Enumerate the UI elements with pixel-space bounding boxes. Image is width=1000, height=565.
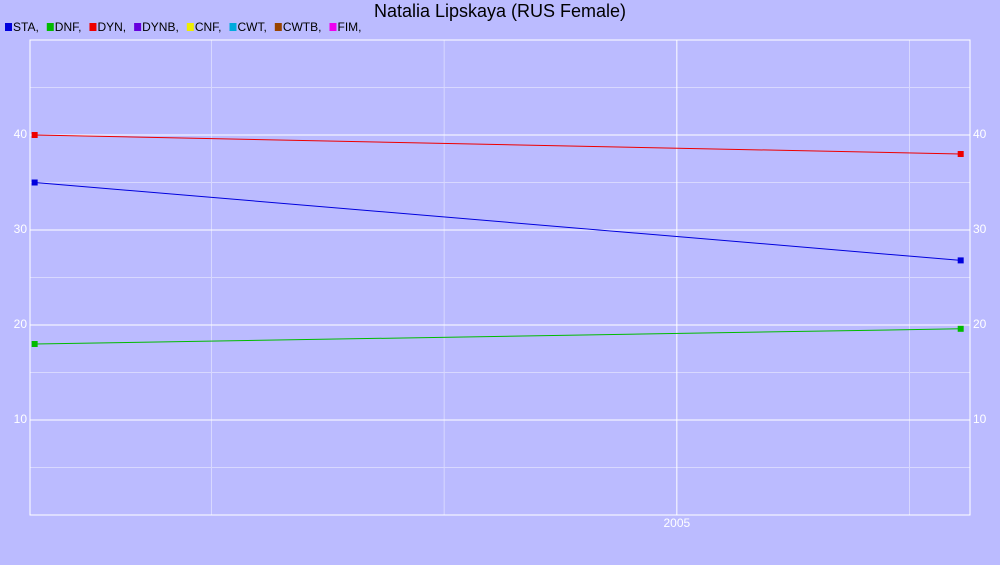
plot-border <box>29 39 971 516</box>
data-point <box>957 325 964 332</box>
y2-tick-label: 30 <box>973 222 987 236</box>
y2-tick-label: 40 <box>973 127 987 141</box>
legend-label: DYN, <box>97 20 126 34</box>
y-tick-label: 10 <box>14 412 28 426</box>
series-line <box>34 328 961 345</box>
legend-label: FIM, <box>337 20 361 34</box>
y-tick-label: 20 <box>14 317 28 331</box>
chart-title: Natalia Lipskaya (RUS Female) <box>374 1 626 21</box>
y-tick-label: 30 <box>14 222 28 236</box>
legend-label: CWT, <box>237 20 266 34</box>
legend-label: DYNB, <box>142 20 179 34</box>
legend-swatch <box>46 23 54 31</box>
data-point <box>31 132 38 138</box>
data-point <box>957 151 964 157</box>
series-line <box>34 134 961 155</box>
series-line <box>34 182 961 261</box>
legend-swatch <box>229 23 237 31</box>
x-tick-label: 2005 <box>663 516 690 530</box>
legend-label: STA, <box>13 20 39 34</box>
legend-label: DNF, <box>55 20 82 34</box>
legend-label: CNF, <box>195 20 222 34</box>
legend-swatch <box>134 23 142 31</box>
legend-swatch <box>89 23 97 31</box>
data-point <box>31 341 38 347</box>
legend-swatch <box>5 23 12 31</box>
data-point <box>31 179 38 186</box>
data-point <box>957 257 964 264</box>
legend-swatch <box>186 23 194 31</box>
y2-tick-label: 10 <box>973 412 987 426</box>
legend-swatch <box>329 23 337 31</box>
legend-swatch <box>274 23 282 31</box>
legend-label: CWTB, <box>283 20 322 34</box>
y2-tick-label: 20 <box>973 317 987 331</box>
y-tick-label: 40 <box>14 127 28 141</box>
